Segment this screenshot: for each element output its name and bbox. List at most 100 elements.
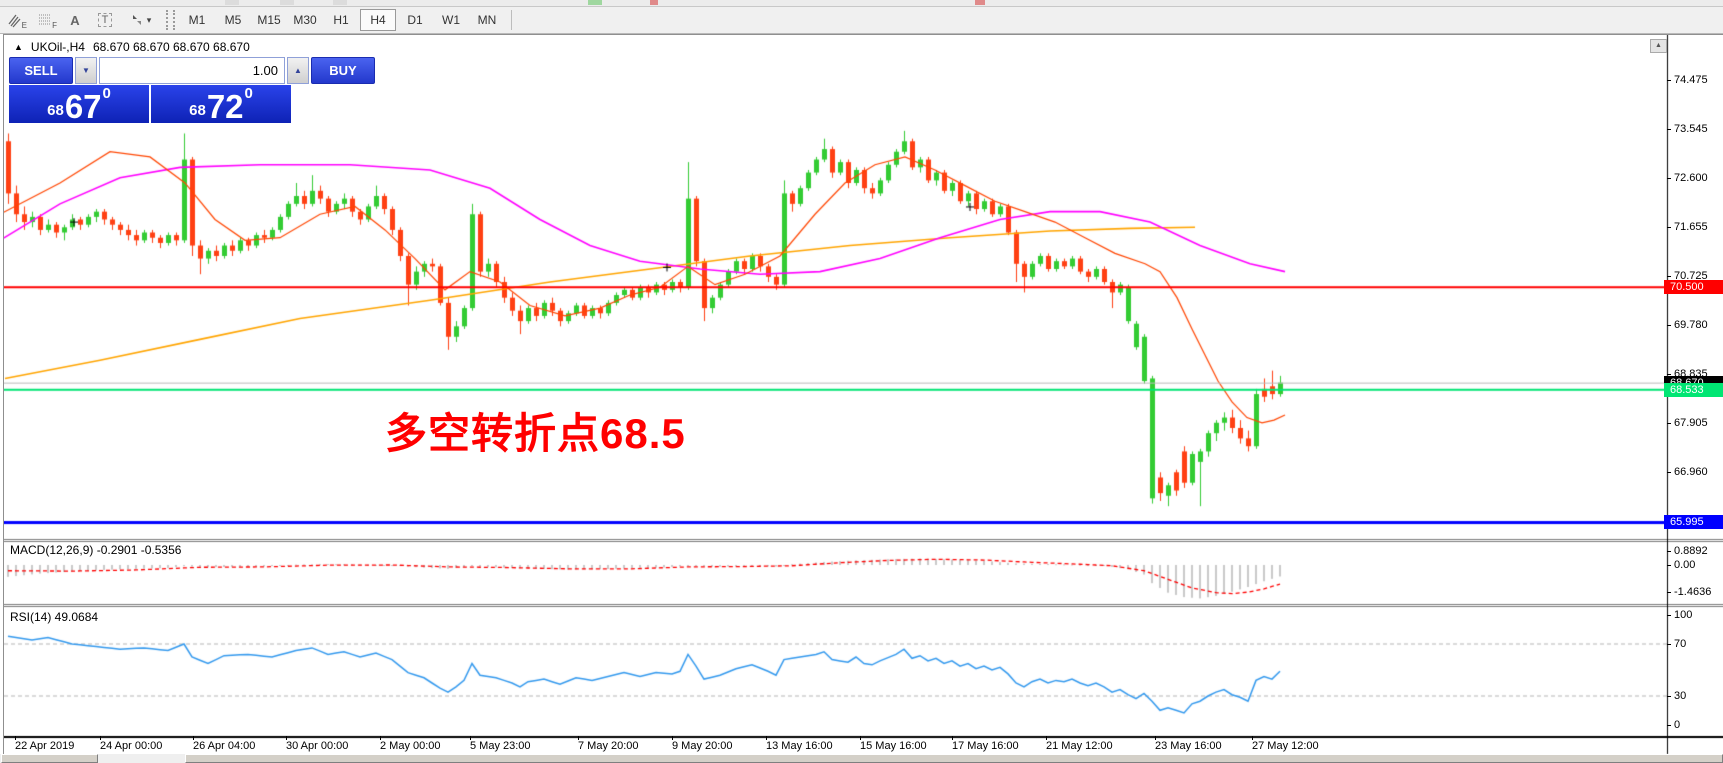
price-axis-label: 66.960 (1674, 465, 1708, 478)
time-tick-mark (380, 736, 381, 740)
text-label-icon: A (70, 12, 80, 28)
time-tick-mark (286, 736, 287, 740)
time-axis-label: 30 Apr 00:00 (286, 740, 349, 752)
timeframe-button-M5[interactable]: M5 (224, 13, 242, 27)
text-box-button[interactable]: T (90, 9, 120, 31)
axis-tick-mark (1667, 551, 1671, 552)
price-axis-label: 74.475 (1674, 74, 1708, 87)
price-axis-label: 70.725 (1674, 269, 1708, 282)
collapse-panel-icon[interactable]: ▲ (14, 42, 23, 52)
buy-price-pips: 72 (206, 87, 244, 125)
time-axis-label: 9 May 20:00 (672, 740, 733, 752)
time-axis-label: 27 May 12:00 (1252, 740, 1319, 752)
price-tag-70.500: 70.500 (1664, 280, 1723, 295)
rsi-axis-label: 100 (1674, 609, 1693, 621)
drawing-and-timeframe-toolbar: E F A T ▾ M1 M5 M15 M30 H1 H4 D1 W1 MN (0, 7, 1723, 34)
price-axis-label: 71.655 (1674, 221, 1708, 234)
fibonacci-grid-button[interactable]: F (30, 9, 60, 31)
buy-price-display[interactable]: 68 72 0 (151, 85, 291, 123)
scrollbar-segment[interactable] (1, 754, 98, 763)
text-box-icon: T (97, 13, 113, 27)
timeframe-button-MN[interactable]: MN (477, 13, 497, 27)
time-tick-mark (578, 736, 579, 740)
rsi-indicator-label: RSI(14) 49.0684 (10, 610, 99, 624)
buy-price-whole: 68 (189, 102, 206, 119)
objects-menu-button[interactable]: ▾ (120, 9, 160, 31)
dropdown-caret-icon: ▾ (146, 14, 152, 25)
buy-button[interactable]: BUY (311, 57, 375, 84)
timeframe-button-H4[interactable]: H4 (360, 9, 396, 31)
axis-tick-mark (1667, 422, 1671, 424)
time-axis-label: 26 Apr 04:00 (193, 740, 256, 752)
axis-tick-mark (1667, 128, 1671, 130)
price-chart-canvas[interactable] (4, 35, 1723, 763)
price-axis-label: 69.780 (1674, 318, 1708, 331)
rsi-axis-label: 70 (1674, 638, 1687, 650)
one-click-trading-panel: SELL ▼ ▲ BUY 68 67 0 68 72 0 (9, 57, 375, 123)
macd-indicator-label: MACD(12,26,9) -0.2901 -0.5356 (10, 543, 182, 557)
time-axis-label: 17 May 16:00 (952, 740, 1019, 752)
timeframe-button-H1[interactable]: H1 (333, 13, 349, 27)
timeframe-button-M30[interactable]: M30 (293, 13, 317, 27)
macd-axis-label: 0.8892 (1674, 545, 1708, 557)
axis-tick-mark (1667, 644, 1671, 645)
time-axis-label: 23 May 16:00 (1155, 740, 1222, 752)
time-axis-label: 5 May 23:00 (470, 740, 531, 752)
timeframe-button-D1[interactable]: D1 (407, 13, 423, 27)
axis-tick-mark (1667, 592, 1671, 593)
axis-tick-mark (1667, 374, 1671, 376)
toolbar-separator (511, 10, 512, 30)
axis-tick-mark (1667, 275, 1671, 277)
fibonacci-grid-icon (39, 14, 51, 25)
text-label-button[interactable]: A (60, 9, 90, 31)
rsi-axis-label: 30 (1674, 690, 1687, 702)
chart-annotation-text: 多空转折点68.5 (385, 410, 686, 457)
toolbar-grip[interactable] (166, 10, 175, 30)
volume-input[interactable] (99, 57, 285, 84)
horizontal-scrollbar[interactable] (0, 754, 1723, 763)
objects-arrows-icon (132, 15, 141, 25)
axis-tick-mark (1667, 471, 1671, 473)
volume-increase-button[interactable]: ▲ (287, 57, 309, 84)
sell-price-display[interactable]: 68 67 0 (9, 85, 149, 123)
price-axis-label: 72.600 (1674, 171, 1708, 184)
chart-area: ▲ UKOil-,H4 68.670 68.670 68.670 68.670 … (3, 34, 1723, 763)
scrollbar-thumb[interactable] (185, 754, 1723, 763)
icon-sub-label: F (52, 21, 57, 30)
symbol-title: UKOil-,H4 (30, 40, 85, 54)
symbol-header: ▲ UKOil-,H4 68.670 68.670 68.670 68.670 (14, 40, 250, 54)
toolbar-fragment-icon (588, 0, 602, 5)
toolbar-fragment-icon (650, 0, 658, 5)
indicator-lines-icon (8, 14, 21, 28)
axis-tick-mark (1667, 80, 1671, 82)
price-axis-label: 73.545 (1674, 122, 1708, 135)
time-tick-mark (1155, 736, 1156, 740)
sell-price-whole: 68 (47, 102, 64, 119)
sell-button[interactable]: SELL (9, 57, 73, 84)
volume-decrease-button[interactable]: ▼ (75, 57, 97, 84)
timeframe-button-W1[interactable]: W1 (442, 13, 460, 27)
time-tick-mark (470, 736, 471, 740)
toolbar-fragment-icon (225, 0, 239, 5)
time-tick-mark (860, 736, 861, 740)
time-tick-mark (1046, 736, 1047, 740)
axis-tick-mark (1667, 324, 1671, 326)
scroll-up-button[interactable]: ▲ (1650, 39, 1667, 53)
timeframe-button-M15[interactable]: M15 (257, 13, 281, 27)
time-axis-label: 24 Apr 00:00 (100, 740, 163, 752)
price-tag-68.533: 68.533 (1664, 382, 1723, 397)
axis-tick-mark (1667, 227, 1671, 229)
time-axis-label: 7 May 20:00 (578, 740, 639, 752)
indicator-lines-button[interactable]: E (0, 9, 30, 31)
timeframe-button-M1[interactable]: M1 (188, 13, 206, 27)
symbol-quotes: 68.670 68.670 68.670 68.670 (92, 40, 250, 54)
price-axis-label: 67.905 (1674, 416, 1708, 429)
time-tick-mark (193, 736, 194, 740)
time-axis-label: 2 May 00:00 (380, 740, 441, 752)
axis-tick-mark (1667, 725, 1671, 726)
toolbar-fragment-icon (333, 0, 347, 5)
time-axis-label: 15 May 16:00 (860, 740, 927, 752)
time-tick-mark (672, 736, 673, 740)
time-axis-label: 13 May 16:00 (766, 740, 833, 752)
